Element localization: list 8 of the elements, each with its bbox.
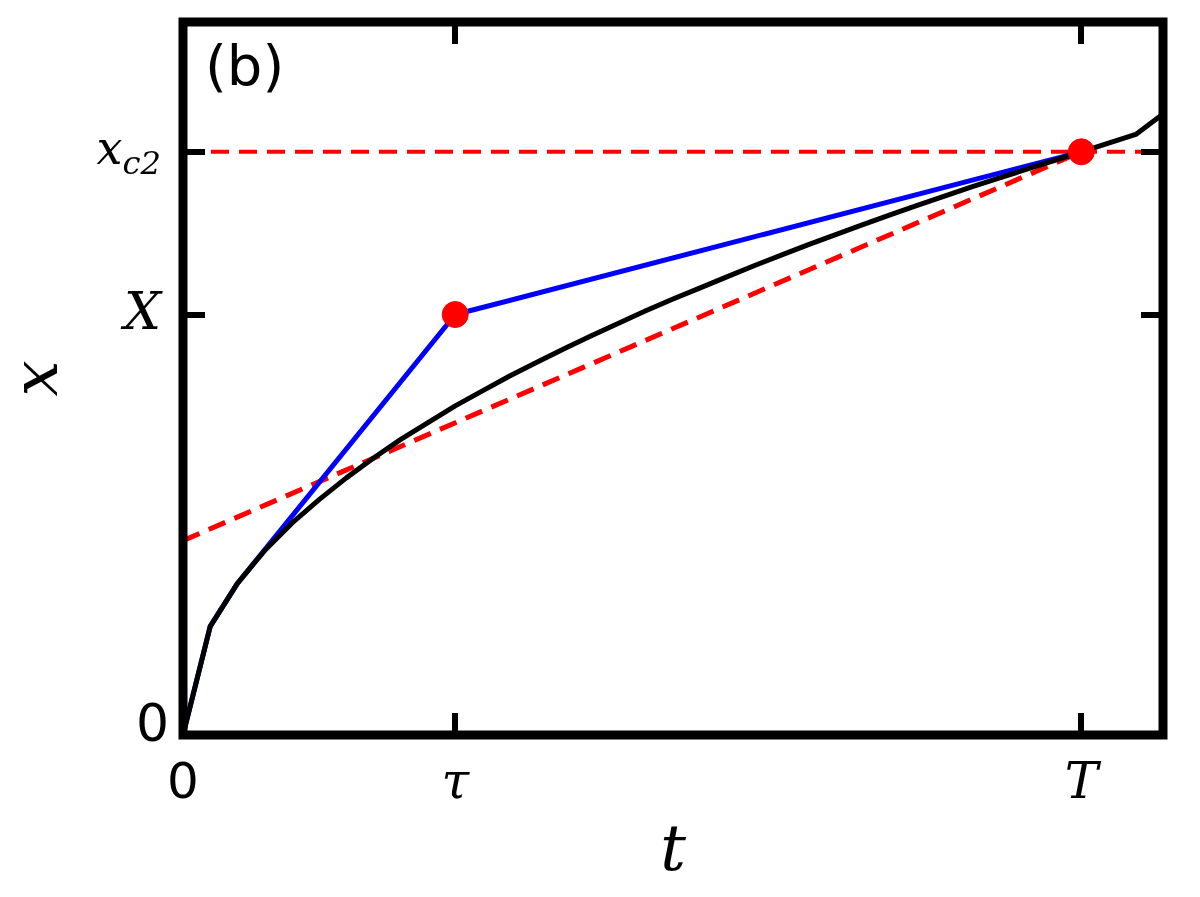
x-tick-label: τ — [441, 751, 471, 810]
text: (b) — [205, 32, 285, 98]
x-axis-title: t — [660, 810, 687, 885]
y-axis-title: x — [0, 360, 72, 397]
x-tick-label: 0 — [167, 751, 199, 810]
text: 0 — [135, 692, 169, 753]
text: X — [119, 280, 163, 341]
x-tick-label: T — [1064, 751, 1102, 810]
